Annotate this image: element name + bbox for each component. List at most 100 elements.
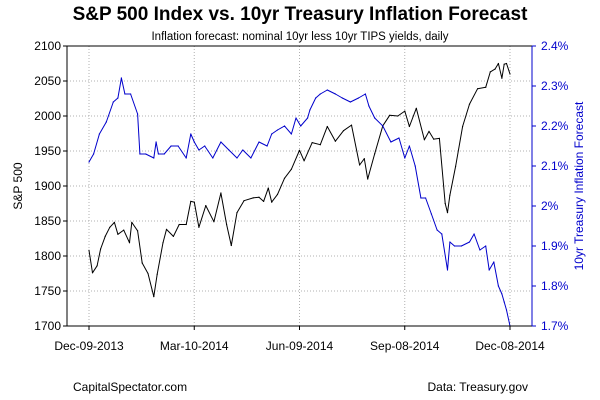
left-tick-label: 2100: [34, 39, 61, 53]
right-tick-label: 2.4%: [541, 39, 569, 53]
inflation-forecast-point: [488, 269, 490, 271]
sp500-point: [404, 110, 406, 112]
left-tick-label: 2000: [34, 109, 61, 123]
sp500-line: [88, 63, 511, 298]
inflation-forecast-point: [398, 137, 400, 139]
sp500-point: [438, 137, 440, 139]
inflation-forecast-point: [497, 285, 499, 287]
inflation-forecast-point: [124, 93, 126, 95]
sp500-point: [100, 248, 102, 250]
sp500-point: [397, 115, 399, 117]
inflation-forecast-point: [193, 141, 195, 143]
sp500-point: [198, 226, 200, 228]
inflation-forecast-point: [130, 93, 132, 95]
sp500-point: [326, 125, 328, 128]
left-tick-label: 1900: [34, 179, 61, 193]
sp500-point: [477, 88, 479, 90]
sp500-point: [350, 124, 353, 126]
x-axis: Dec-09-2013 Mar-10-2014 Jun-09-2014 Sep-08-…: [54, 326, 545, 353]
right-tick-label: 2.1%: [541, 159, 569, 173]
inflation-forecast-point: [170, 145, 172, 147]
footer-data-source: Data: Treasury.gov: [427, 380, 529, 394]
inflation-forecast-series: [88, 77, 511, 327]
x-tick-label: Dec-09-2013: [54, 339, 124, 353]
sp500-point: [423, 139, 425, 141]
sp500-point: [363, 158, 365, 160]
inflation-forecast-point: [153, 157, 155, 159]
sp500-point: [190, 200, 192, 202]
inflation-forecast-point: [290, 133, 292, 135]
inflation-forecast-point: [190, 133, 192, 135]
sp500-point: [137, 230, 139, 232]
sp500-point: [193, 201, 195, 203]
sp500-point: [131, 221, 133, 223]
inflation-forecast-point: [364, 93, 366, 95]
sp500-point: [226, 223, 228, 226]
sp500-point: [503, 63, 505, 65]
right-y-axis: 1.7% 1.8% 1.9% 2% 2.1% 2.2% 2.3% 2.4%: [531, 39, 569, 333]
inflation-forecast-point: [453, 245, 456, 247]
sp500-point: [178, 223, 180, 226]
sp500-point: [298, 149, 301, 151]
inflation-forecast-point: [309, 109, 311, 111]
sp500-point: [505, 62, 508, 65]
sp500-point: [334, 140, 336, 142]
sp500-point: [283, 177, 286, 179]
left-y-axis: 1700 1750 1800 1850 1900 1950 2000 2050 2100: [34, 39, 67, 333]
sp500-point: [455, 165, 457, 167]
sp500-point: [88, 249, 90, 251]
right-tick-label: 2%: [541, 199, 559, 213]
sp500-point: [267, 187, 269, 189]
sp500-point: [311, 142, 313, 144]
right-axis-label: 10yr Treasury Inflation Forecast: [572, 101, 586, 270]
x-tick-label: Jun-09-2014: [266, 339, 334, 353]
inflation-forecast-point: [446, 269, 449, 271]
sp500-point: [271, 201, 273, 203]
sp500-point: [258, 196, 260, 198]
inflation-forecast-point: [420, 197, 422, 199]
inflation-forecast-point: [295, 117, 297, 119]
inflation-forecast-point: [368, 105, 370, 107]
right-tick-label: 1.8%: [541, 279, 569, 293]
sp500-point: [290, 168, 292, 170]
inflation-forecast-point: [198, 149, 200, 151]
inflation-forecast-point: [479, 249, 481, 251]
sp500-point: [153, 296, 155, 298]
inflation-forecast-point: [307, 117, 309, 119]
sp500-point: [185, 223, 187, 226]
inflation-forecast-point: [436, 229, 438, 231]
inflation-forecast-point: [242, 149, 244, 151]
inflation-forecast-point: [145, 153, 147, 155]
inflation-forecast-point: [98, 133, 100, 135]
sp500-point: [91, 272, 94, 274]
footer-source-site: CapitalSpectator.com: [73, 380, 188, 394]
inflation-forecast-point: [473, 233, 475, 235]
left-tick-label: 1750: [34, 284, 61, 298]
sp500-point: [276, 193, 279, 195]
inflation-forecast-point: [220, 141, 222, 143]
right-tick-label: 1.7%: [541, 319, 569, 333]
inflation-forecast-point: [374, 117, 376, 119]
sp500-point: [359, 164, 361, 166]
sp500-point: [468, 103, 471, 105]
inflation-forecast-point: [501, 293, 503, 295]
left-tick-label: 1950: [34, 144, 61, 158]
inflation-forecast-point: [468, 241, 471, 243]
sp500-point: [374, 153, 376, 155]
sp500-point: [509, 73, 511, 75]
sp500-point: [230, 244, 232, 247]
sp500-point: [462, 125, 464, 128]
inflation-forecast-point: [120, 77, 122, 79]
left-tick-label: 1700: [34, 319, 61, 333]
sp500-point: [319, 144, 321, 146]
sp500-point: [252, 197, 254, 199]
inflation-forecast-point: [157, 153, 159, 155]
inflation-forecast-point: [105, 121, 107, 123]
sp500-point: [220, 192, 222, 194]
inflation-forecast-point: [117, 97, 119, 99]
inflation-forecast-point: [390, 141, 392, 143]
left-axis-label: S&P 500: [11, 162, 25, 209]
left-tick-label: 1850: [34, 214, 61, 228]
inflation-forecast-point: [300, 125, 302, 127]
inflation-forecast-point: [485, 245, 487, 247]
